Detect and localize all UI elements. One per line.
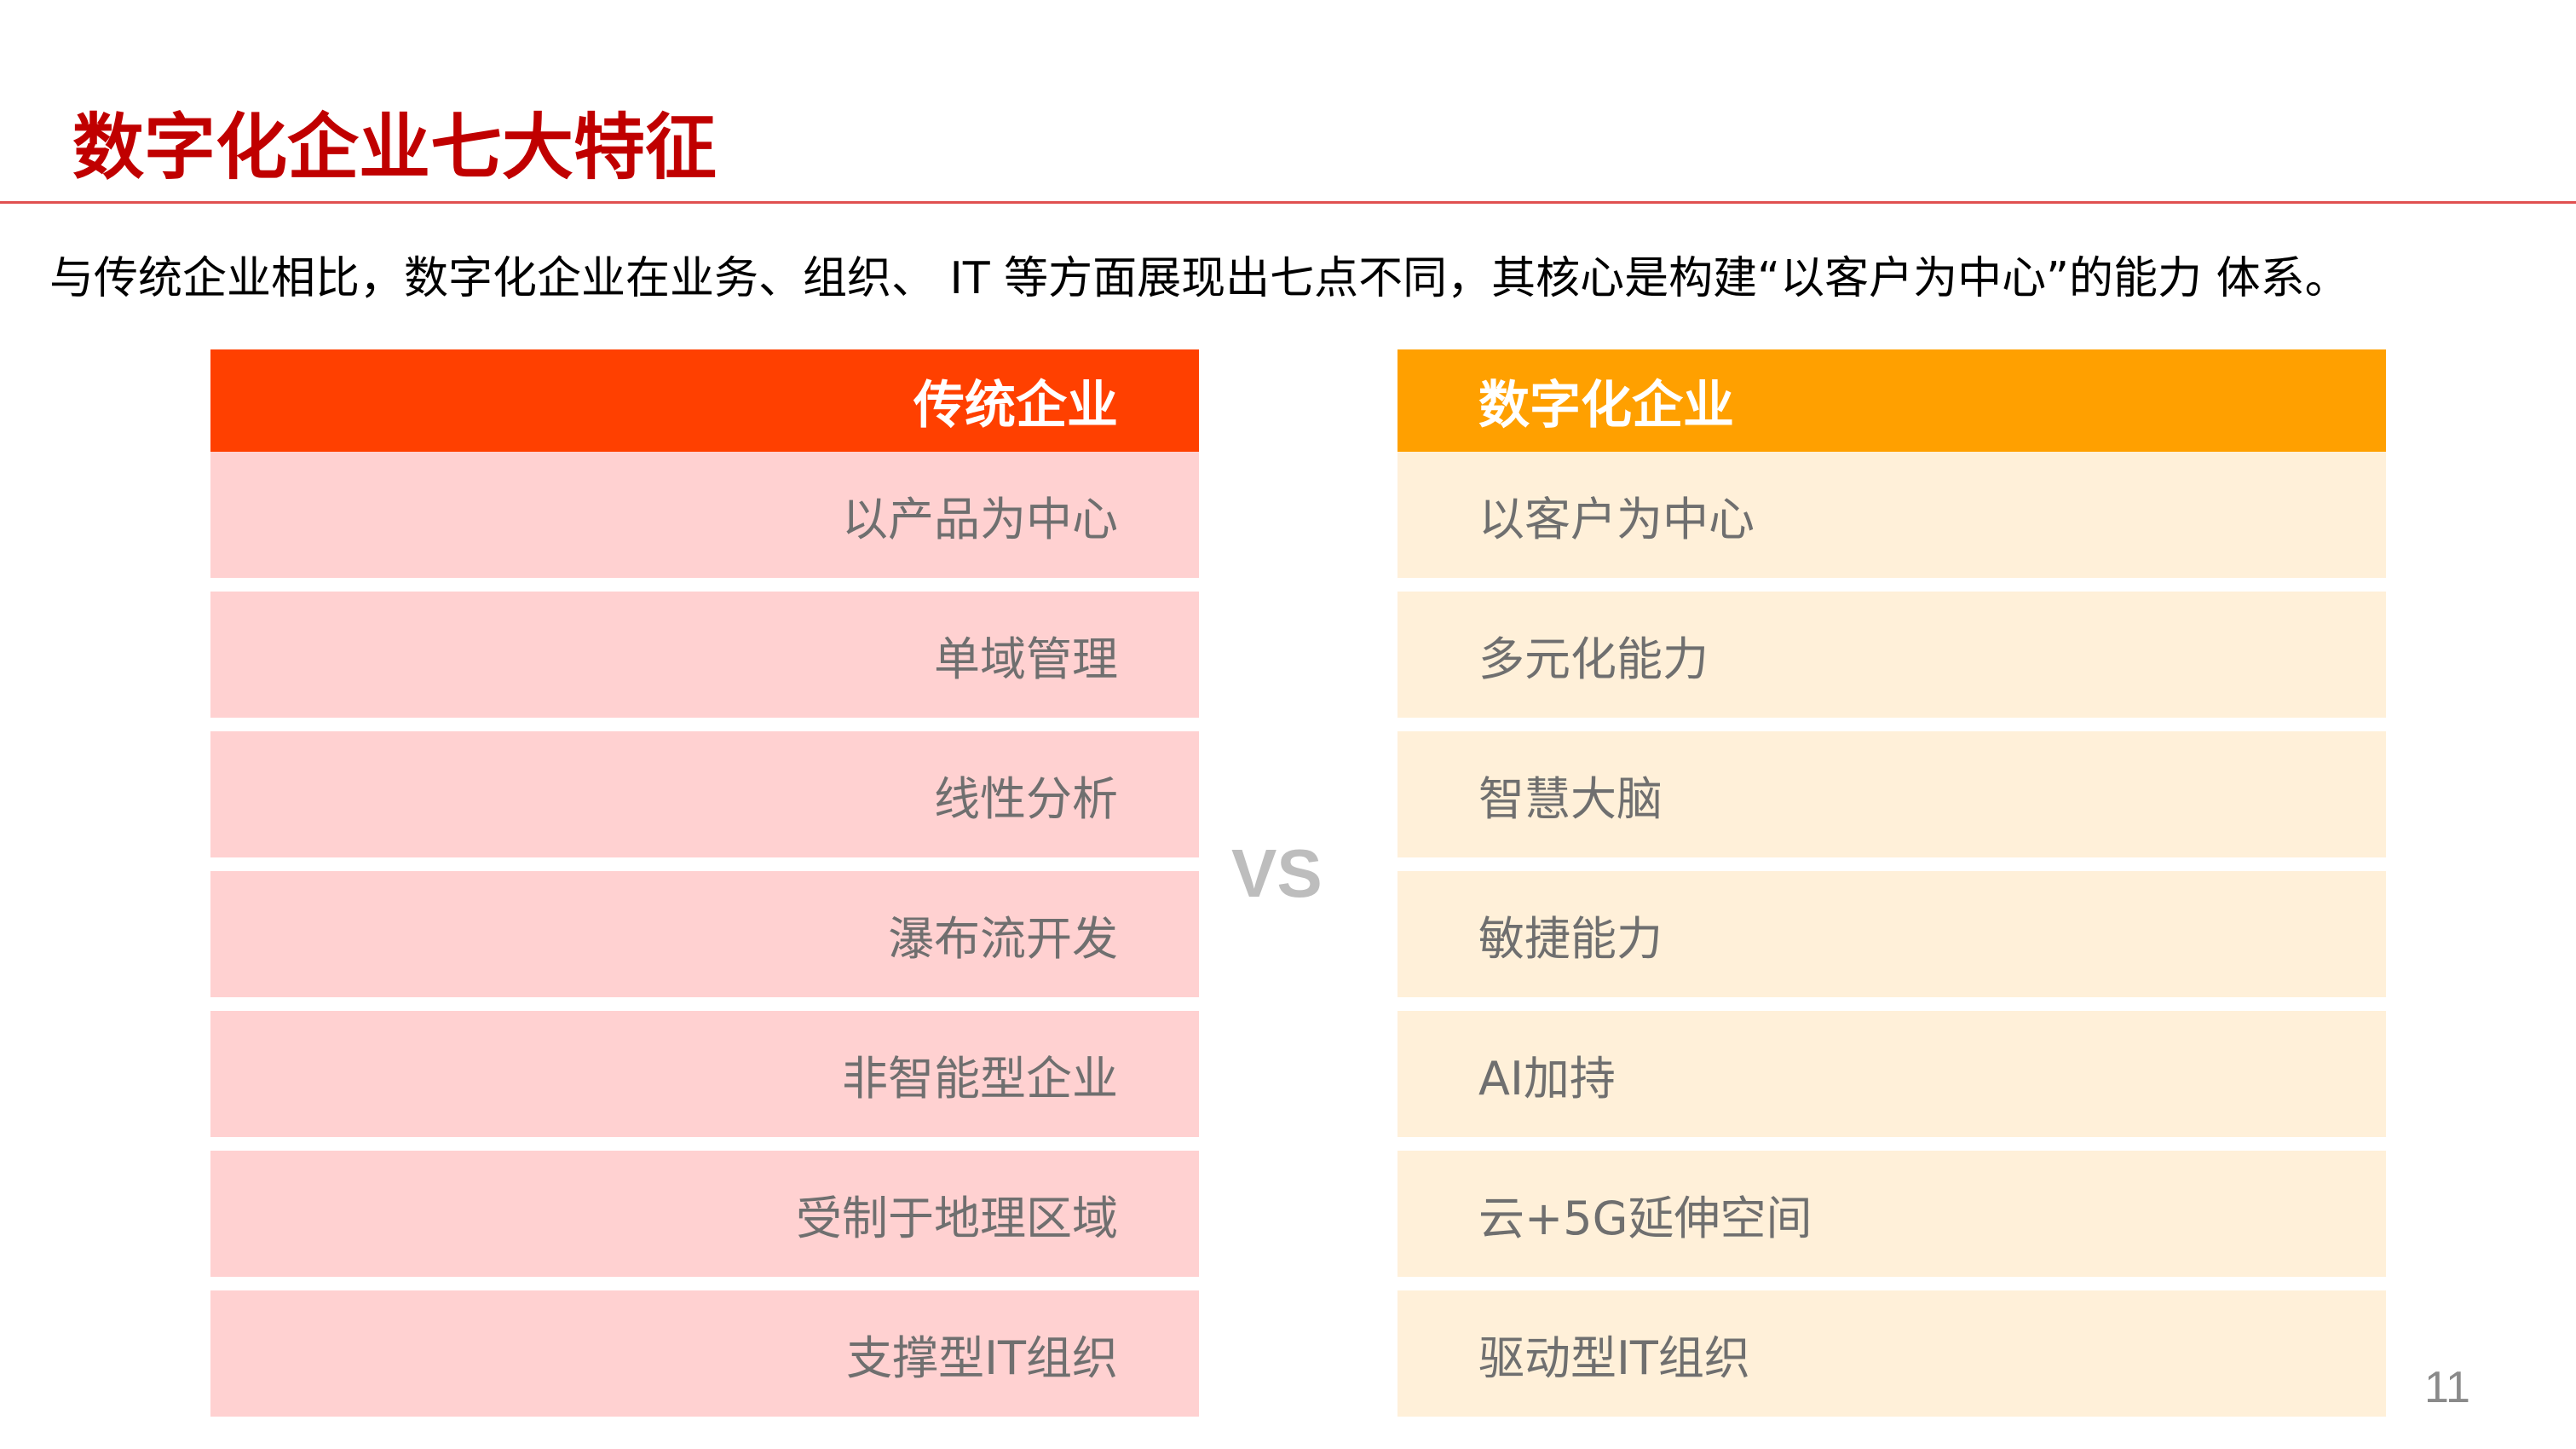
traditional-item-4: 瀑布流开发 [210, 871, 1199, 997]
traditional-header: 传统企业 [210, 349, 1199, 452]
title-divider [0, 201, 2576, 204]
digital-item-2: 多元化能力 [1397, 592, 2386, 718]
digital-column: 数字化企业 以客户为中心 多元化能力 智慧大脑 敏捷能力 AI加持 云+5G延伸… [1397, 349, 2386, 1417]
traditional-item-1: 以产品为中心 [210, 452, 1199, 578]
traditional-item-7: 支撑型IT组织 [210, 1290, 1199, 1417]
traditional-item-6: 受制于地理区域 [210, 1151, 1199, 1277]
traditional-column: 传统企业 以产品为中心 单域管理 线性分析 瀑布流开发 非智能型企业 受制于地理… [210, 349, 1199, 1417]
traditional-item-3: 线性分析 [210, 731, 1199, 857]
slide-title: 数字化企业七大特征 [72, 106, 717, 189]
digital-item-6: 云+5G延伸空间 [1397, 1151, 2386, 1277]
traditional-item-2: 单域管理 [210, 592, 1199, 718]
vs-label: VS [1231, 835, 1323, 911]
digital-item-7: 驱动型IT组织 [1397, 1290, 2386, 1417]
digital-item-1: 以客户为中心 [1397, 452, 2386, 578]
digital-item-3: 智慧大脑 [1397, 731, 2386, 857]
page-number: 11 [2424, 1363, 2470, 1412]
intro-text: 与传统企业相比，数字化企业在业务、组织、 IT 等方面展现出七点不同，其核心是构… [49, 253, 2349, 304]
digital-item-5: AI加持 [1397, 1011, 2386, 1137]
digital-item-4: 敏捷能力 [1397, 871, 2386, 997]
traditional-item-5: 非智能型企业 [210, 1011, 1199, 1137]
digital-header: 数字化企业 [1397, 349, 2386, 452]
